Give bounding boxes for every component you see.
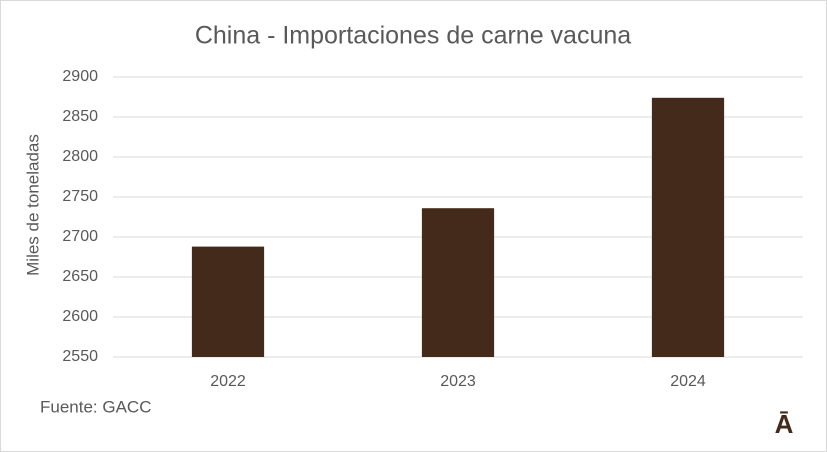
- y-axis-label: Miles de toneladas: [23, 134, 42, 276]
- y-tick-label: 2600: [62, 308, 98, 325]
- x-tick-label: 2024: [670, 373, 706, 390]
- bar: [191, 246, 265, 357]
- y-tick-label: 2750: [62, 188, 98, 205]
- y-tick-label: 2850: [62, 108, 98, 125]
- x-tick-label: 2023: [440, 373, 476, 390]
- y-tick-label: 2550: [62, 348, 98, 365]
- bar: [421, 208, 495, 357]
- y-tick-label: 2800: [62, 148, 98, 165]
- x-tick-label: 2022: [210, 373, 246, 390]
- y-tick-label: 2650: [62, 268, 98, 285]
- y-tick-label: 2900: [62, 68, 98, 85]
- source-note: Fuente: GACC: [40, 397, 152, 416]
- bar: [651, 97, 725, 358]
- chart-title: China - Importaciones de carne vacuna: [195, 22, 631, 50]
- y-tick-label: 2700: [62, 228, 98, 245]
- logo: Ā: [775, 409, 794, 439]
